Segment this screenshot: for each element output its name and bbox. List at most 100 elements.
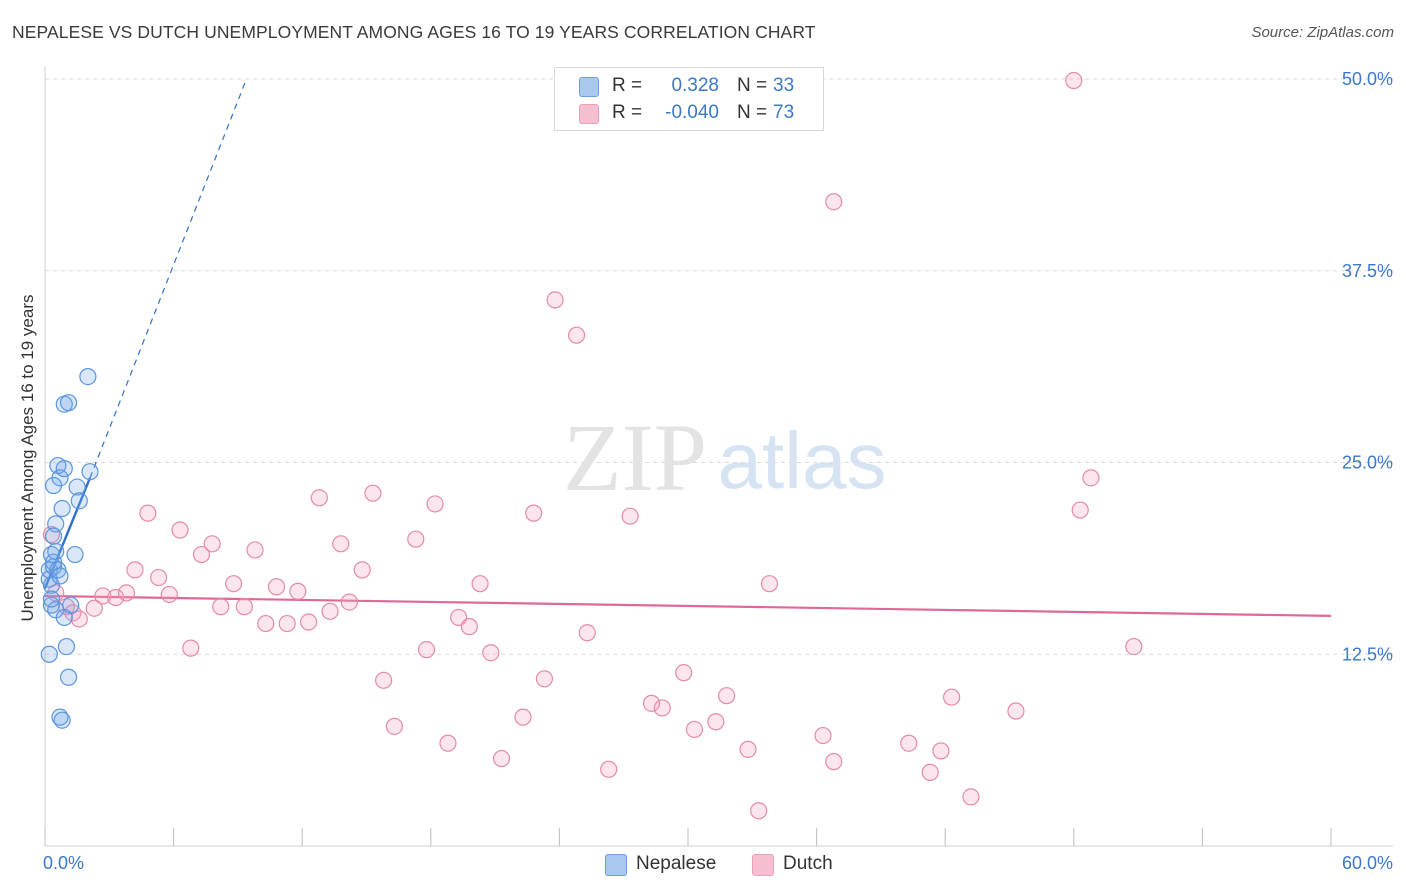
y-tick-label: 37.5% — [1342, 261, 1393, 281]
nepalese-point — [42, 590, 61, 608]
dutch-point — [535, 670, 553, 688]
dutch-point — [94, 587, 112, 605]
dutch-point — [675, 664, 693, 682]
series-legend: Nepalese Dutch — [0, 852, 1406, 878]
chart-title: NEPALESE VS DUTCH UNEMPLOYMENT AMONG AGE… — [12, 22, 816, 42]
dutch-point — [739, 740, 757, 758]
dutch-point — [321, 602, 339, 620]
dutch-point — [578, 624, 596, 642]
dutch-point — [117, 584, 136, 602]
dutch-point — [160, 585, 178, 604]
dutch-point — [685, 720, 704, 739]
dutch-point — [1007, 702, 1025, 720]
dutch-point — [375, 671, 393, 689]
dutch-point — [149, 568, 168, 587]
watermark-atlas: atlas — [718, 416, 887, 505]
dutch-point — [182, 639, 200, 657]
dutch-point — [439, 734, 457, 752]
gridlines — [45, 78, 1393, 655]
n-value: 33 — [773, 75, 795, 96]
dutch-point — [364, 484, 382, 502]
dutch-point — [235, 598, 253, 616]
dutch-point — [289, 582, 307, 600]
dutch-point — [482, 644, 500, 662]
axes — [44, 66, 1393, 847]
dutch-point — [567, 326, 586, 344]
dutch-point — [943, 688, 961, 706]
dutch-point — [192, 545, 211, 564]
nepalese-points — [40, 367, 99, 729]
dutch-point — [1125, 637, 1143, 656]
dutch-point — [825, 193, 843, 211]
dutch-point — [814, 726, 832, 745]
x-tick-label: 60.0% — [1342, 853, 1393, 873]
r-value: -0.040 — [665, 102, 719, 123]
trend-lines — [43, 78, 1332, 617]
dutch-point — [900, 734, 918, 752]
dutch-point — [1065, 71, 1083, 90]
dutch-point — [932, 742, 950, 760]
nepalese-point — [59, 394, 78, 412]
dutch-point — [340, 593, 358, 611]
nepalese-point — [47, 542, 65, 561]
dutch-point — [962, 788, 980, 806]
source-label: Source: ZipAtlas.com — [1251, 24, 1394, 41]
nepalese-point — [40, 645, 58, 663]
dutch-point — [257, 614, 275, 633]
nepalese-point — [57, 637, 76, 656]
y-tick-label: 50.0% — [1342, 69, 1393, 89]
dutch-swatch — [579, 104, 599, 124]
dutch-point — [126, 561, 144, 579]
nepalese-point — [53, 499, 71, 518]
x-tick-label: 0.0% — [43, 853, 84, 873]
dutch-point — [1082, 469, 1100, 487]
nepalese-point — [53, 711, 71, 729]
legend-row-nepalese: R = 0.328 N = 33 — [555, 74, 823, 100]
nepalese-point — [70, 492, 88, 510]
nepalese-point — [44, 527, 63, 545]
dutch-point — [300, 613, 318, 631]
dutch-point — [417, 641, 436, 659]
nepalese-point — [81, 463, 99, 481]
nepalese-point — [68, 478, 86, 496]
dutch-point — [278, 614, 296, 633]
legend-row-dutch: R = -0.040 N = 73 — [555, 101, 823, 127]
dutch-point — [212, 598, 230, 616]
dutch-point — [385, 717, 403, 735]
nepalese-point — [51, 567, 69, 585]
dutch-point — [353, 561, 371, 579]
nepalese-trend-extension — [89, 78, 248, 479]
dutch-point — [460, 618, 478, 636]
nepalese-swatch — [579, 77, 599, 97]
dutch-point — [642, 694, 661, 712]
dutch-point — [139, 504, 157, 522]
y-tick-label: 25.0% — [1342, 453, 1393, 473]
y-axis-label: Unemployment Among Ages 16 to 19 years — [18, 294, 37, 622]
dutch-point — [525, 504, 543, 522]
dutch-point — [1071, 501, 1089, 519]
nepalese-legend-swatch — [605, 854, 627, 876]
nepalese-point — [79, 367, 97, 386]
n-value: 73 — [773, 102, 795, 123]
dutch-point — [246, 541, 264, 559]
watermark-zip: ZIP — [563, 404, 707, 511]
dutch-point — [407, 530, 425, 548]
correlation-legend: R = 0.328 N = 33 R = -0.040 N = 73 — [554, 67, 824, 131]
dutch-point — [921, 763, 939, 781]
dutch-point — [600, 760, 618, 778]
tick-labels: 12.5% 25.0% 37.5% 50.0% 0.0% 60.0% — [43, 69, 1393, 873]
dutch-point — [225, 575, 243, 593]
dutch-legend-swatch — [752, 854, 774, 876]
dutch-point — [760, 575, 779, 593]
nepalese-point — [59, 668, 78, 686]
dutch-point — [171, 521, 189, 539]
dutch-point — [310, 489, 328, 507]
dutch-point — [203, 535, 221, 553]
n-label: N = — [737, 102, 768, 123]
dutch-point — [546, 291, 564, 309]
nepalese-point — [66, 545, 84, 564]
dutch-point — [653, 699, 671, 717]
r-label: R = — [612, 102, 643, 123]
dutch-point — [70, 610, 88, 628]
